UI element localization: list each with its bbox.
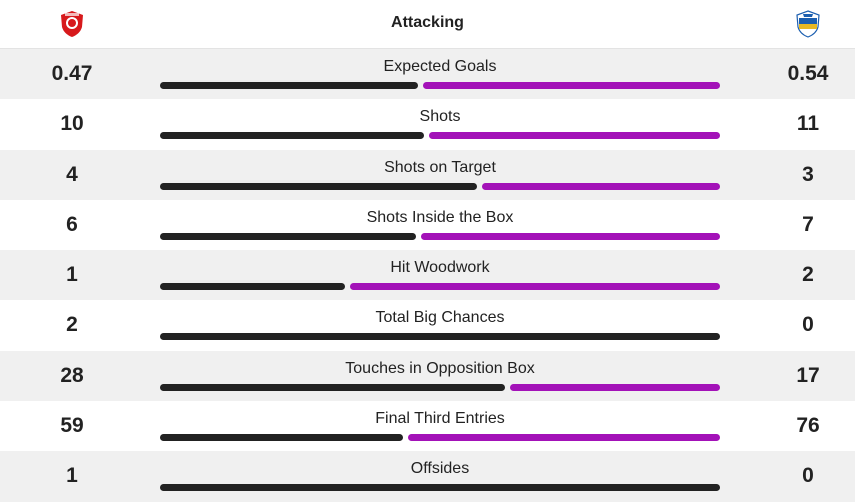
away-bar-segment (482, 182, 720, 190)
stat-label: Offsides (410, 460, 470, 478)
comparison-bar (160, 333, 720, 341)
section-title: Attacking (391, 14, 464, 31)
stat-row: 2 Total Big Chances 0 (0, 300, 855, 350)
home-bar-segment (160, 383, 506, 391)
home-bar-segment (160, 283, 345, 291)
home-stat-value: 4 (66, 162, 78, 186)
stat-label: Hit Woodwork (390, 259, 490, 277)
stat-row: 0.47 Expected Goals 0.54 (0, 49, 855, 100)
stat-label: Shots (419, 108, 461, 126)
stat-label: Shots on Target (384, 158, 496, 176)
home-bar-segment (160, 484, 720, 492)
kilmarnock-crest-icon[interactable] (795, 10, 821, 38)
section-header: Attacking (0, 0, 855, 49)
home-bar-segment (160, 182, 478, 190)
away-bar-segment (407, 434, 720, 442)
away-bar-segment (423, 82, 720, 89)
comparison-bar (160, 283, 720, 291)
away-bar-segment (429, 132, 720, 140)
away-stat-value: 7 (802, 212, 814, 236)
aberdeen-crest-icon[interactable] (59, 10, 85, 38)
stat-row: 28 Touches in Opposition Box 17 (0, 350, 855, 402)
comparison-bar (160, 82, 720, 89)
stat-label: Expected Goals (383, 58, 497, 75)
away-stat-value: 0 (802, 313, 814, 337)
stat-row: 6 Shots Inside the Box 7 (0, 200, 855, 250)
away-stat-value: 11 (796, 112, 820, 136)
away-stat-value: 2 (802, 263, 814, 287)
stat-label: Touches in Opposition Box (345, 359, 535, 377)
away-stat-value: 0 (802, 464, 814, 488)
stat-row: 1 Hit Woodwork 2 (0, 250, 855, 301)
home-bar-segment (160, 82, 419, 89)
comparison-bar (160, 232, 720, 240)
stats-list: 0.47 Expected Goals 0.54 10 Shots 11 4 Shots on… (0, 49, 855, 502)
stat-label: Final Third Entries (375, 410, 505, 428)
away-bar-segment (510, 383, 720, 391)
home-stat-value: 28 (60, 363, 84, 387)
away-stat-value: 3 (802, 162, 814, 186)
home-stat-value: 1 (66, 464, 78, 488)
home-bar-segment (160, 333, 720, 341)
stat-row: 1 Offsides 0 (0, 451, 855, 502)
away-bar-segment (421, 232, 720, 240)
stat-label: Total Big Chances (375, 309, 505, 327)
away-bar-segment (350, 283, 720, 291)
away-stat-value: 17 (796, 363, 820, 387)
away-stat-value: 76 (796, 414, 820, 438)
comparison-bar (160, 434, 720, 442)
stat-label: Shots Inside the Box (366, 208, 514, 226)
comparison-bar (160, 383, 720, 391)
home-bar-segment (160, 434, 403, 442)
stat-row: 59 Final Third Entries 76 (0, 401, 855, 451)
stat-row: 4 Shots on Target 3 (0, 149, 855, 200)
home-stat-value: 6 (66, 212, 78, 236)
comparison-bar (160, 132, 720, 140)
away-stat-value: 0.54 (787, 62, 829, 85)
comparison-bar (160, 484, 720, 492)
home-bar-segment (160, 132, 425, 140)
home-stat-value: 1 (66, 263, 78, 287)
home-stat-value: 0.47 (51, 62, 93, 85)
home-bar-segment (160, 232, 417, 240)
home-stat-value: 10 (60, 112, 84, 136)
home-stat-value: 2 (66, 313, 78, 337)
stat-row: 10 Shots 11 (0, 99, 855, 149)
home-stat-value: 59 (60, 414, 84, 438)
comparison-bar (160, 182, 720, 190)
